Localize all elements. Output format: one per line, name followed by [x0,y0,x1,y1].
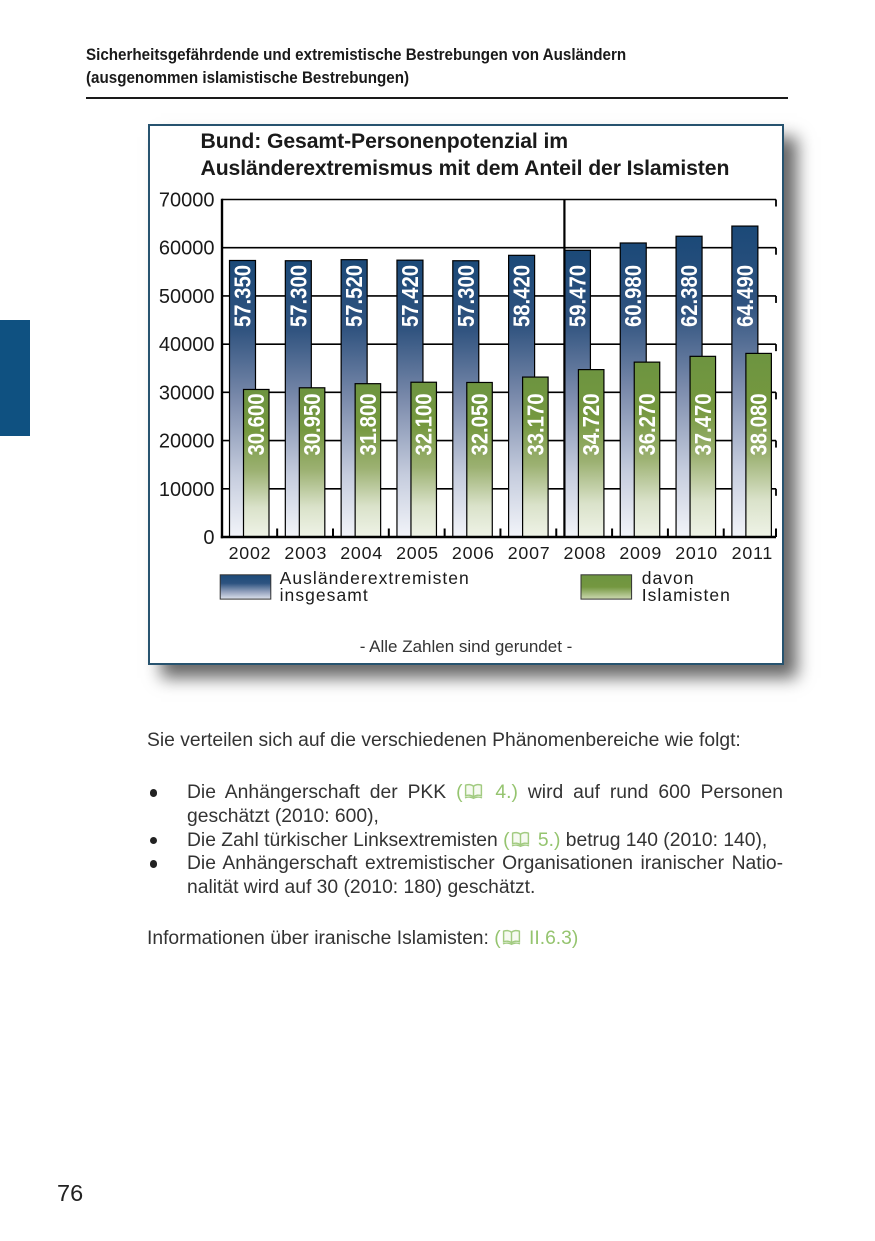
svg-text:2005: 2005 [396,543,439,563]
svg-text:33.170: 33.170 [522,393,548,455]
svg-text:10000: 10000 [158,478,214,500]
svg-text:57.300: 57.300 [452,265,478,327]
svg-text:32.050: 32.050 [466,393,492,455]
svg-text:30000: 30000 [158,382,214,404]
svg-text:64.490: 64.490 [731,265,757,327]
svg-text:36.270: 36.270 [634,393,660,455]
svg-text:2006: 2006 [451,543,494,563]
svg-text:50000: 50000 [158,285,214,307]
svg-text:57.420: 57.420 [397,265,423,327]
svg-text:2008: 2008 [563,543,606,563]
svg-text:70000: 70000 [158,189,214,211]
svg-text:Islamisten: Islamisten [641,584,730,604]
svg-text:30.950: 30.950 [299,393,325,455]
svg-text:57.520: 57.520 [341,265,367,327]
svg-text:insgesamt: insgesamt [279,584,368,604]
svg-text:62.380: 62.380 [676,265,702,327]
svg-text:- Alle Zahlen sind gerundet -: - Alle Zahlen sind gerundet - [359,637,572,656]
svg-text:31.800: 31.800 [354,393,380,455]
svg-text:2010: 2010 [675,543,718,563]
svg-text:60000: 60000 [158,237,214,259]
svg-text:30.600: 30.600 [243,393,269,455]
svg-text:2004: 2004 [340,543,383,563]
svg-text:57.300: 57.300 [285,265,311,327]
svg-text:davon: davon [641,567,694,587]
svg-text:20000: 20000 [158,430,214,452]
svg-text:37.470: 37.470 [689,393,715,455]
svg-text:34.720: 34.720 [578,393,604,455]
svg-text:2007: 2007 [507,543,550,563]
svg-text:2002: 2002 [228,543,271,563]
svg-text:60.980: 60.980 [620,265,646,327]
svg-text:0: 0 [203,527,214,549]
svg-text:Ausländerextremisten: Ausländerextremisten [279,567,469,587]
svg-text:59.470: 59.470 [564,265,590,327]
svg-text:38.080: 38.080 [745,393,771,455]
svg-text:2009: 2009 [619,543,662,563]
svg-text:58.420: 58.420 [508,265,534,327]
svg-text:2003: 2003 [284,543,327,563]
svg-text:2011: 2011 [731,543,772,563]
svg-text:40000: 40000 [158,334,214,356]
svg-text:32.100: 32.100 [410,393,436,455]
svg-text:57.350: 57.350 [229,265,255,327]
